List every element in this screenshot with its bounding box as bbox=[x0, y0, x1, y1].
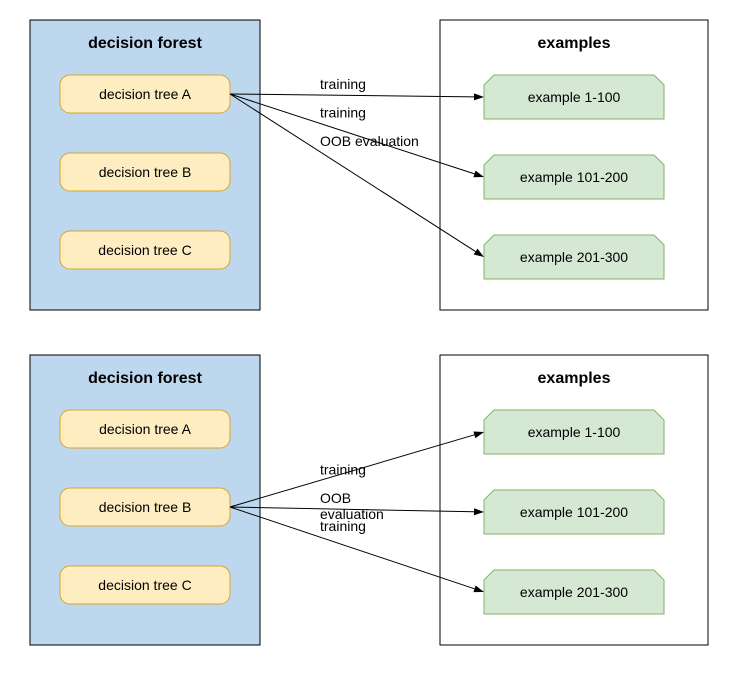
edge-label: training bbox=[320, 76, 366, 92]
forest-title: decision forest bbox=[88, 35, 202, 52]
edge-label: training bbox=[320, 104, 366, 120]
forest-title: decision forest bbox=[88, 370, 202, 387]
example-node-label: example 1-100 bbox=[528, 89, 621, 105]
examples-title: examples bbox=[538, 35, 611, 52]
tree-node-label: decision tree C bbox=[98, 577, 191, 593]
example-node-label: example 201-300 bbox=[520, 584, 628, 600]
example-node-label: example 1-100 bbox=[528, 424, 621, 440]
edge-line bbox=[230, 94, 474, 97]
diagram-panel: decision forest examples decision tree A de… bbox=[30, 20, 708, 310]
examples-title: examples bbox=[538, 370, 611, 387]
edge-label: training bbox=[320, 518, 366, 534]
diagram-panel: decision forest examples decision tree A de… bbox=[30, 355, 708, 645]
tree-node-label: decision tree A bbox=[99, 421, 191, 437]
tree-node-label: decision tree A bbox=[99, 86, 191, 102]
example-node-label: example 101-200 bbox=[520, 504, 628, 520]
diagram-canvas: decision forest examples decision tree A de… bbox=[0, 0, 737, 685]
tree-node-label: decision tree B bbox=[99, 164, 192, 180]
tree-node-label: decision tree B bbox=[99, 499, 192, 515]
edge-label: OOB evaluation bbox=[320, 133, 419, 149]
edge-label: OOB bbox=[320, 490, 351, 506]
edge-label: training bbox=[320, 461, 366, 477]
tree-node-label: decision tree C bbox=[98, 242, 191, 258]
example-node-label: example 101-200 bbox=[520, 169, 628, 185]
example-node-label: example 201-300 bbox=[520, 249, 628, 265]
